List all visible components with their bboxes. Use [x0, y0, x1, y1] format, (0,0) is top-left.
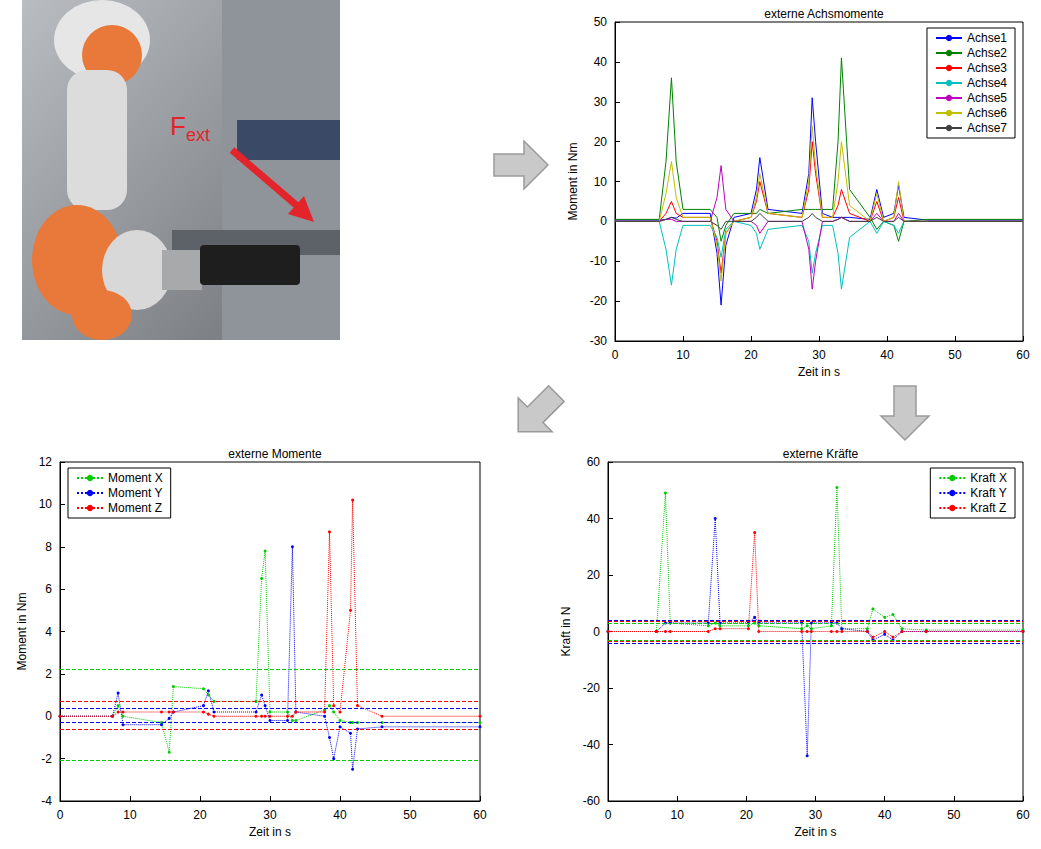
- svg-text:10: 10: [670, 808, 684, 822]
- svg-text:4: 4: [45, 625, 52, 639]
- svg-text:20: 20: [587, 568, 601, 582]
- svg-text:60: 60: [473, 808, 487, 822]
- svg-text:Kraft Y: Kraft Y: [970, 486, 1006, 500]
- svg-text:8: 8: [45, 540, 52, 554]
- svg-text:50: 50: [403, 808, 417, 822]
- svg-text:0: 0: [45, 709, 52, 723]
- svg-text:30: 30: [263, 808, 277, 822]
- svg-text:Kraft Z: Kraft Z: [970, 501, 1006, 515]
- svg-text:10: 10: [39, 497, 53, 511]
- svg-text:10: 10: [594, 175, 608, 189]
- svg-text:50: 50: [947, 808, 961, 822]
- svg-text:30: 30: [812, 348, 826, 362]
- svg-text:Achse6: Achse6: [967, 106, 1007, 120]
- svg-text:Achse2: Achse2: [967, 46, 1007, 60]
- svg-text:40: 40: [880, 348, 894, 362]
- svg-text:Moment Y: Moment Y: [108, 486, 162, 500]
- svg-text:50: 50: [594, 15, 608, 29]
- svg-text:-30: -30: [590, 334, 608, 348]
- svg-text:Achse3: Achse3: [967, 61, 1007, 75]
- svg-text:0: 0: [612, 348, 619, 362]
- svg-text:0: 0: [605, 808, 612, 822]
- svg-text:Moment X: Moment X: [108, 471, 163, 485]
- svg-text:20: 20: [740, 808, 754, 822]
- svg-text:Moment Z: Moment Z: [108, 501, 162, 515]
- svg-text:30: 30: [594, 95, 608, 109]
- svg-text:Moment in Nm: Moment in Nm: [15, 592, 29, 670]
- svg-text:20: 20: [193, 808, 207, 822]
- svg-text:-40: -40: [583, 738, 601, 752]
- svg-text:Achse5: Achse5: [967, 91, 1007, 105]
- svg-text:40: 40: [587, 512, 601, 526]
- svg-text:Achse7: Achse7: [967, 121, 1007, 135]
- svg-text:Fext: Fext: [170, 111, 210, 145]
- svg-text:Moment in Nm: Moment in Nm: [566, 142, 580, 220]
- svg-text:Kraft X: Kraft X: [970, 471, 1007, 485]
- svg-text:60: 60: [1016, 348, 1030, 362]
- svg-text:30: 30: [809, 808, 823, 822]
- svg-text:-20: -20: [590, 294, 608, 308]
- svg-text:-20: -20: [583, 681, 601, 695]
- svg-text:Zeit in s: Zeit in s: [249, 825, 291, 839]
- svg-text:Zeit in s: Zeit in s: [798, 365, 840, 379]
- svg-text:0: 0: [57, 808, 64, 822]
- svg-text:externe Achsmomente: externe Achsmomente: [764, 7, 884, 21]
- svg-text:Achse4: Achse4: [967, 76, 1007, 90]
- svg-text:2: 2: [45, 667, 52, 681]
- svg-text:6: 6: [45, 582, 52, 596]
- svg-text:20: 20: [744, 348, 758, 362]
- svg-text:Achse1: Achse1: [967, 31, 1007, 45]
- svg-text:60: 60: [1016, 808, 1030, 822]
- svg-text:50: 50: [948, 348, 962, 362]
- svg-text:-10: -10: [590, 254, 608, 268]
- svg-text:-4: -4: [41, 794, 52, 808]
- svg-text:Zeit in s: Zeit in s: [794, 825, 836, 839]
- svg-text:-2: -2: [41, 752, 52, 766]
- svg-text:12: 12: [39, 455, 53, 469]
- svg-text:Kraft in N: Kraft in N: [559, 606, 573, 656]
- svg-text:10: 10: [123, 808, 137, 822]
- svg-text:40: 40: [878, 808, 892, 822]
- svg-text:0: 0: [593, 625, 600, 639]
- svg-text:externe Momente: externe Momente: [228, 447, 322, 461]
- svg-text:60: 60: [587, 455, 601, 469]
- svg-text:-60: -60: [583, 794, 601, 808]
- svg-text:10: 10: [676, 348, 690, 362]
- svg-text:40: 40: [333, 808, 347, 822]
- svg-text:20: 20: [594, 135, 608, 149]
- svg-text:40: 40: [594, 55, 608, 69]
- svg-text:0: 0: [600, 214, 607, 228]
- svg-text:externe Kräfte: externe Kräfte: [783, 447, 859, 461]
